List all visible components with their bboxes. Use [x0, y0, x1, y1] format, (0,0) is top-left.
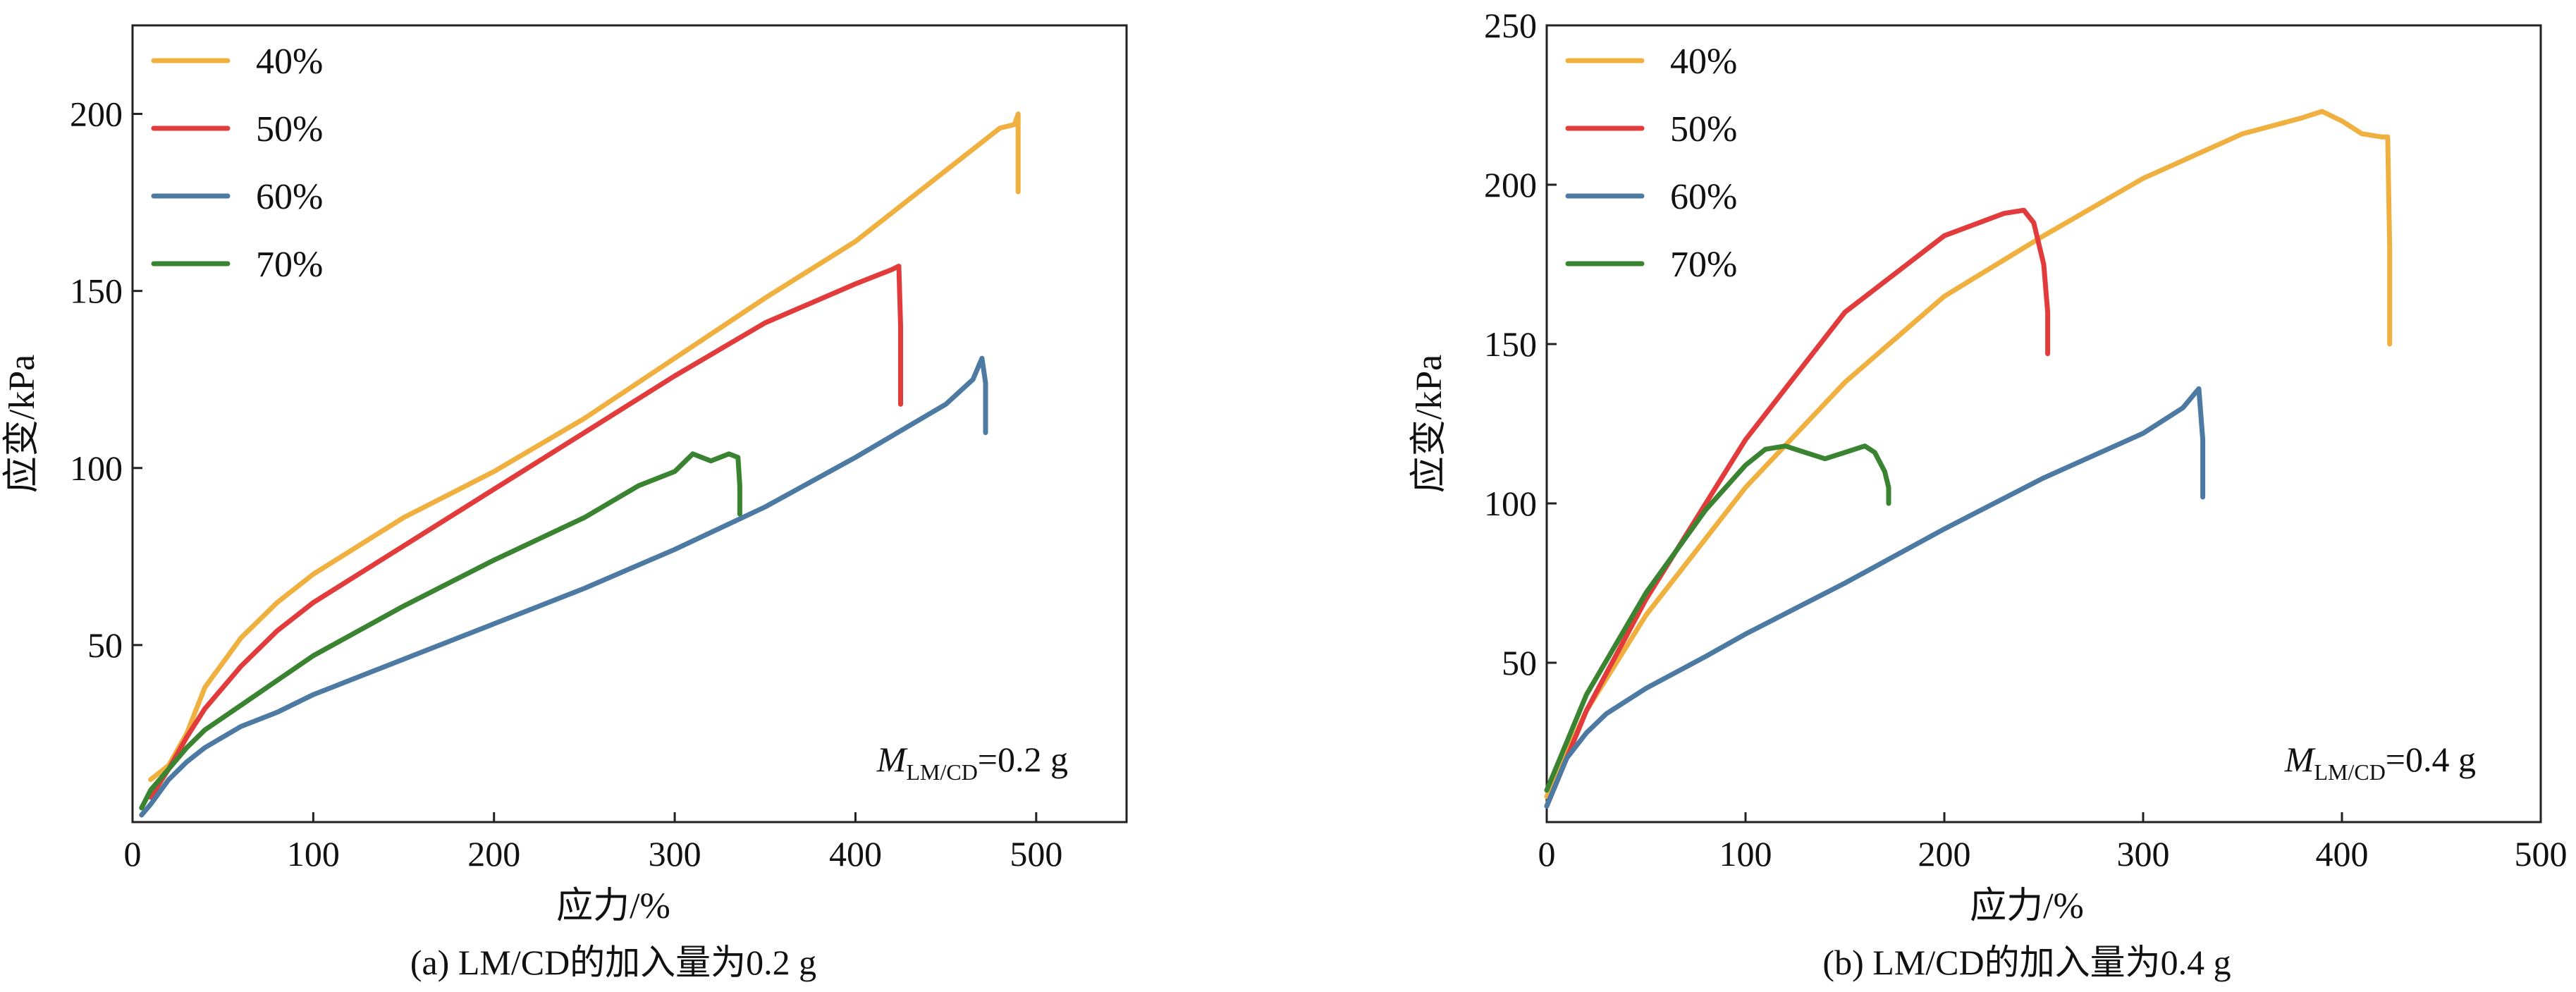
- annotation-value: =0.4 g: [2386, 740, 2476, 779]
- x-tick-label: 500: [2515, 834, 2568, 874]
- annotation-label: MLM/CD=0.4 g: [2284, 740, 2476, 785]
- legend-label: 70%: [256, 245, 323, 285]
- y-axis-label: 应变/kPa: [1409, 355, 1449, 493]
- plot-area-frame: [1545, 24, 2542, 823]
- x-tick-label: 400: [829, 834, 882, 874]
- axis-ticks: 0 100 200 300 400 500 50 100 150 200: [70, 94, 1062, 874]
- series-group: [139, 111, 1021, 818]
- series-line-70pct: [139, 451, 742, 811]
- chart-caption: (a) LM/CD的加入量为0.2 g: [410, 943, 816, 982]
- plot-area-frame: [131, 24, 1128, 823]
- y-tick-label: 50: [1502, 643, 1537, 682]
- x-tick-label: 200: [467, 834, 520, 874]
- x-tick-label: 0: [1538, 834, 1556, 874]
- series-line-50pct: [1544, 207, 2051, 809]
- annotation-subscript: LM/CD: [906, 759, 977, 785]
- legend: 40% 50% 60% 70%: [151, 42, 323, 285]
- y-tick-label: 100: [1484, 484, 1537, 523]
- y-tick-label: 250: [1484, 6, 1537, 45]
- y-tick-label: 150: [70, 271, 123, 311]
- axis-ticks: 0 100 200 300 400 500 50 100 150 200 250: [1484, 6, 2568, 874]
- x-tick-label: 300: [649, 834, 701, 874]
- x-axis-label: 应力/%: [556, 886, 670, 926]
- x-tick-label: 200: [1918, 834, 1971, 874]
- legend-label: 70%: [1670, 245, 1737, 285]
- y-tick-label: 200: [70, 94, 123, 134]
- annotation-symbol: M: [2284, 740, 2316, 779]
- series-group: [1544, 109, 2393, 809]
- series-line-70pct: [1544, 443, 1891, 793]
- legend: 40% 50% 60% 70%: [1565, 42, 1737, 285]
- series-line-60pct: [139, 355, 988, 818]
- x-tick-label: 500: [1010, 834, 1062, 874]
- y-axis-label: 应变/kPa: [2, 355, 42, 493]
- series-line-40pct: [1544, 109, 2393, 800]
- chart-panel-b: 0 100 200 300 400 500 50 100 150 200 250 40% 50% 60%…: [1409, 6, 2568, 982]
- x-tick-label: 400: [2316, 834, 2369, 874]
- chart-caption: (b) LM/CD的加入量为0.4 g: [1822, 943, 2231, 982]
- x-tick-label: 0: [124, 834, 142, 874]
- x-tick-label: 300: [2117, 834, 2170, 874]
- series-line-40pct: [148, 111, 1021, 783]
- legend-label: 40%: [256, 42, 323, 82]
- series-line-60pct: [1544, 386, 2206, 809]
- x-tick-label: 100: [287, 834, 340, 874]
- series-line-50pct: [148, 264, 903, 800]
- y-tick-label: 200: [1484, 165, 1537, 204]
- y-tick-label: 150: [1484, 324, 1537, 364]
- legend-label: 50%: [256, 109, 323, 149]
- legend-label: 60%: [256, 177, 323, 217]
- legend-label: 40%: [1670, 42, 1737, 82]
- annotation-value: =0.2 g: [978, 740, 1068, 779]
- x-axis-label: 应力/%: [1970, 886, 2084, 926]
- x-tick-label: 100: [1719, 834, 1772, 874]
- annotation-symbol: M: [876, 740, 908, 779]
- annotation-subscript: LM/CD: [2314, 759, 2385, 785]
- chart-panel-a: 0 100 200 300 400 500 50 100 150 200 40% 50% 60% 70%…: [2, 24, 1128, 982]
- y-tick-label: 50: [87, 625, 123, 665]
- legend-label: 50%: [1670, 109, 1737, 149]
- legend-label: 60%: [1670, 177, 1737, 217]
- annotation-label: MLM/CD=0.2 g: [876, 740, 1068, 785]
- y-tick-label: 100: [70, 448, 123, 488]
